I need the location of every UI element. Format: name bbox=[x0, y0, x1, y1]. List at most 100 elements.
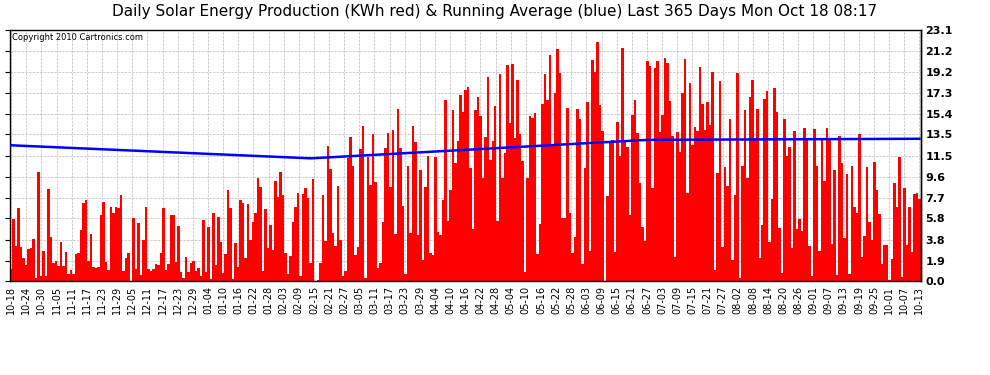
Bar bbox=[819, 251, 821, 281]
Bar bbox=[210, 279, 212, 281]
Bar bbox=[486, 78, 489, 281]
Bar bbox=[681, 93, 684, 281]
Bar bbox=[28, 249, 30, 281]
Bar bbox=[546, 100, 548, 281]
Bar bbox=[556, 49, 559, 281]
Bar bbox=[172, 215, 174, 281]
Bar bbox=[282, 195, 284, 281]
Bar bbox=[756, 110, 758, 281]
Bar bbox=[287, 274, 289, 281]
Bar bbox=[768, 242, 771, 281]
Bar bbox=[646, 61, 648, 281]
Bar bbox=[249, 240, 251, 281]
Bar bbox=[834, 170, 836, 281]
Bar bbox=[48, 189, 50, 281]
Bar bbox=[392, 130, 394, 281]
Bar bbox=[908, 207, 911, 281]
Bar bbox=[721, 247, 724, 281]
Bar bbox=[349, 137, 351, 281]
Bar bbox=[240, 201, 242, 281]
Bar bbox=[479, 116, 481, 281]
Bar bbox=[335, 246, 337, 281]
Bar bbox=[427, 156, 429, 281]
Bar bbox=[245, 258, 247, 281]
Bar bbox=[322, 195, 325, 281]
Bar bbox=[566, 108, 569, 281]
Bar bbox=[534, 113, 537, 281]
Bar bbox=[143, 240, 145, 281]
Bar bbox=[429, 254, 432, 281]
Bar bbox=[731, 260, 734, 281]
Bar bbox=[724, 167, 726, 281]
Bar bbox=[527, 178, 529, 281]
Bar bbox=[162, 208, 164, 281]
Bar bbox=[320, 263, 322, 281]
Bar bbox=[135, 269, 138, 281]
Bar bbox=[466, 87, 469, 281]
Bar bbox=[861, 257, 863, 281]
Bar bbox=[464, 90, 466, 281]
Bar bbox=[297, 193, 299, 281]
Bar bbox=[159, 254, 162, 281]
Bar bbox=[351, 166, 354, 281]
Bar bbox=[33, 239, 35, 281]
Bar bbox=[471, 228, 474, 281]
Bar bbox=[896, 207, 898, 281]
Bar bbox=[379, 263, 382, 281]
Bar bbox=[294, 207, 297, 281]
Bar bbox=[512, 64, 514, 281]
Bar bbox=[726, 186, 729, 281]
Bar bbox=[751, 80, 753, 281]
Bar bbox=[75, 254, 77, 281]
Bar bbox=[758, 258, 761, 281]
Bar bbox=[237, 267, 240, 281]
Bar bbox=[359, 149, 361, 281]
Bar bbox=[284, 253, 287, 281]
Bar bbox=[361, 126, 364, 281]
Bar bbox=[133, 218, 135, 281]
Bar bbox=[548, 55, 551, 281]
Bar bbox=[809, 246, 811, 281]
Bar bbox=[382, 222, 384, 281]
Bar bbox=[107, 270, 110, 281]
Bar bbox=[839, 136, 841, 281]
Bar bbox=[642, 227, 644, 281]
Bar bbox=[346, 158, 349, 281]
Bar bbox=[364, 278, 366, 281]
Bar bbox=[858, 134, 861, 281]
Bar bbox=[893, 183, 896, 281]
Bar bbox=[80, 230, 82, 281]
Bar bbox=[422, 260, 424, 281]
Bar bbox=[437, 232, 440, 281]
Bar bbox=[456, 141, 459, 281]
Bar bbox=[120, 195, 122, 281]
Bar bbox=[696, 131, 699, 281]
Bar bbox=[886, 245, 888, 281]
Bar bbox=[474, 110, 476, 281]
Bar bbox=[616, 122, 619, 281]
Bar bbox=[10, 270, 13, 281]
Bar bbox=[302, 194, 304, 281]
Bar bbox=[117, 208, 120, 281]
Bar bbox=[440, 235, 442, 281]
Bar bbox=[644, 240, 646, 281]
Bar bbox=[414, 142, 417, 281]
Bar bbox=[918, 200, 921, 281]
Bar bbox=[843, 238, 845, 281]
Bar bbox=[148, 270, 149, 281]
Bar bbox=[20, 247, 23, 281]
Bar bbox=[292, 222, 294, 281]
Bar bbox=[205, 272, 207, 281]
Text: Copyright 2010 Cartronics.com: Copyright 2010 Cartronics.com bbox=[12, 33, 143, 42]
Bar bbox=[591, 60, 594, 281]
Bar bbox=[157, 265, 159, 281]
Bar bbox=[469, 168, 471, 281]
Bar bbox=[524, 272, 527, 281]
Bar bbox=[299, 276, 302, 281]
Bar bbox=[222, 273, 225, 281]
Bar bbox=[230, 208, 232, 281]
Bar bbox=[629, 215, 632, 281]
Bar bbox=[729, 119, 731, 281]
Bar bbox=[227, 190, 230, 281]
Bar bbox=[651, 188, 653, 281]
